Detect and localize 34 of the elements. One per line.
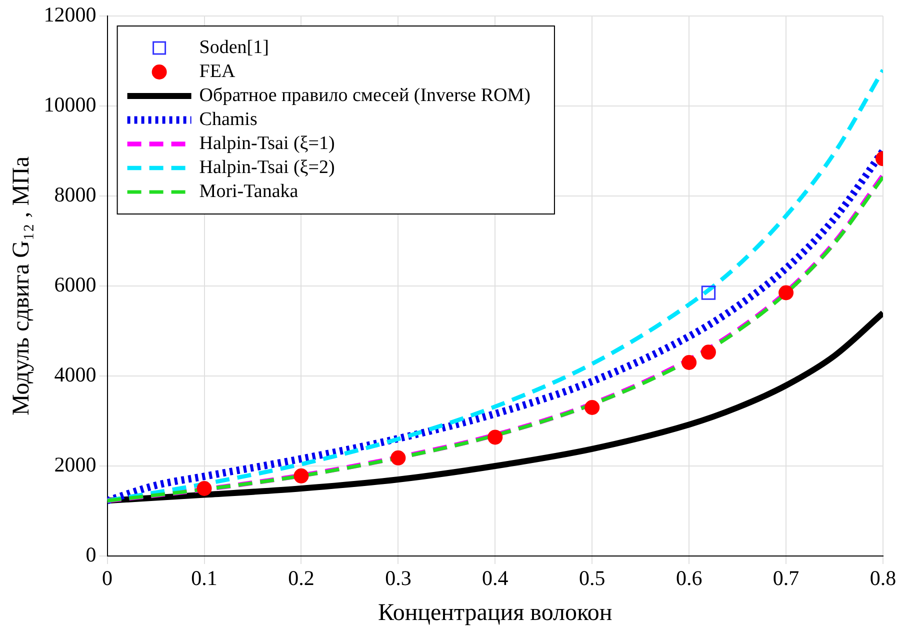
y-axis-title: Модуль сдвига G₁₂ , МПа — [8, 156, 35, 416]
x-tick-label: 0.1 — [191, 566, 218, 590]
legend-label: Mori-Tanaka — [199, 180, 299, 202]
point — [294, 468, 309, 484]
point — [488, 430, 503, 445]
x-axis-title: Концентрация волокон — [378, 600, 612, 626]
x-tick-label: 0.2 — [288, 566, 314, 590]
x-tick-label: 0 — [102, 566, 113, 590]
x-tick-label: 0.5 — [578, 566, 606, 590]
point — [390, 450, 406, 466]
point — [584, 400, 600, 415]
y-tick-label: 0 — [86, 542, 96, 567]
x-tick-label: 0.4 — [482, 566, 509, 590]
x-tick-label: 0.8 — [870, 566, 896, 590]
legend-label: Soden[1] — [199, 36, 269, 58]
legend-label: FEA — [199, 60, 236, 82]
point — [196, 481, 212, 496]
legend-label: Halpin-Tsai (ξ=2) — [199, 156, 335, 178]
y-tick-label: 6000 — [54, 272, 96, 297]
legend-label: Chamis — [199, 108, 258, 130]
point — [682, 355, 697, 370]
y-tick-label: 2000 — [54, 452, 96, 477]
y-tick-label: 12000 — [44, 2, 96, 27]
point — [778, 285, 794, 300]
y-tick-label: 8000 — [54, 182, 96, 207]
point — [700, 344, 716, 360]
y-tick-label: 4000 — [54, 362, 96, 387]
legend-label: Halpin-Tsai (ξ=1) — [199, 132, 335, 154]
legend-label: Обратное правило смесей (Inverse ROM) — [199, 84, 530, 106]
x-tick-label: 0.7 — [772, 566, 800, 590]
x-tick-label: 0.3 — [385, 566, 412, 590]
point — [701, 286, 716, 300]
y-tick-label: 10000 — [44, 92, 96, 117]
x-tick-label: 0.6 — [676, 566, 702, 590]
